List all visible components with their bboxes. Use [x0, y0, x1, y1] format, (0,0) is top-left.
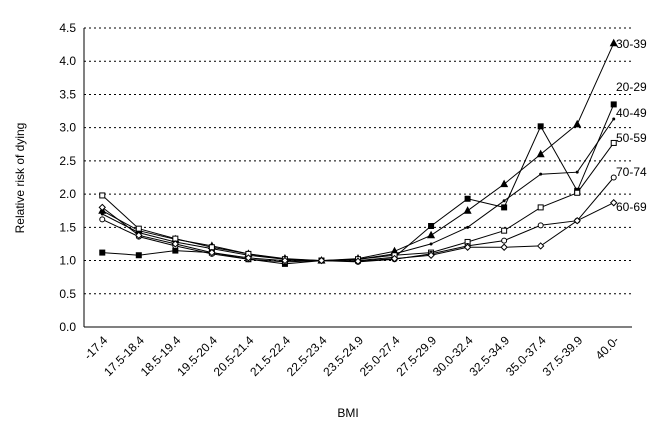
data-point: [539, 172, 543, 176]
y-tick-label: 1.5: [59, 220, 76, 234]
data-point: [281, 256, 289, 265]
y-tick-label: 4.5: [59, 21, 76, 35]
data-point: [98, 203, 106, 212]
data-point: [609, 38, 618, 47]
data-point: [537, 222, 544, 229]
data-point: [99, 216, 106, 223]
series-labels: 30-39 20-29 40-49 50-59 70-74 60-69: [616, 37, 647, 214]
data-point: [575, 170, 579, 174]
y-tick-label: 2.0: [59, 187, 76, 201]
data-point: [500, 179, 509, 188]
y-tick-label: 4.0: [59, 54, 76, 68]
data-point: [427, 251, 435, 259]
data-point: [99, 249, 106, 256]
data-point: [573, 119, 582, 128]
data-point: [354, 257, 362, 265]
data-point: [537, 204, 544, 211]
series-label: 50-59: [616, 131, 647, 145]
x-tick-labels: -17.417.5-18.418.5-19.419.5-20.420.5-21.…: [81, 333, 622, 379]
x-tick-label: 37.5-39.9: [540, 333, 586, 379]
data-point: [536, 149, 545, 158]
data-point: [390, 254, 399, 263]
data-point: [171, 240, 180, 248]
data-point: [427, 230, 436, 239]
y-tick-label: 2.5: [59, 154, 76, 168]
series-50-59: [99, 139, 617, 264]
data-point: [610, 139, 617, 146]
y-tick-label: 3.5: [59, 87, 76, 101]
data-point: [573, 216, 581, 225]
data-point: [463, 243, 472, 251]
x-axis-title: BMI: [337, 406, 358, 420]
data-point: [135, 252, 142, 259]
y-tick-label: 0.0: [59, 320, 76, 334]
data-point: [135, 231, 143, 240]
data-point: [500, 243, 508, 251]
axes: [83, 28, 632, 328]
data-point: [466, 225, 470, 229]
data-point: [501, 227, 508, 234]
data-point: [429, 242, 433, 246]
gridlines: [84, 27, 632, 295]
data-point: [463, 206, 472, 214]
data-point: [537, 123, 544, 130]
data-point: [99, 192, 106, 199]
series-label: 20-29: [616, 80, 647, 94]
x-tick-label: -17.4: [81, 333, 110, 362]
series-line: [102, 43, 615, 262]
series-label: 40-49: [616, 106, 647, 120]
data-point: [501, 204, 508, 211]
data-point: [610, 174, 617, 181]
series: [98, 38, 618, 267]
data-point: [317, 256, 326, 265]
data-point: [536, 242, 545, 250]
data-point: [574, 189, 581, 196]
series-30-39: [98, 38, 618, 264]
y-tick-labels: 0.0 0.5 1.0 1.5 2.0 2.5 3.0 3.5 4.0 4.5: [59, 21, 76, 334]
series-label: 60-69: [616, 200, 647, 214]
y-tick-label: 0.5: [59, 287, 76, 301]
data-point: [244, 254, 253, 262]
x-tick-label: 40.0-: [593, 333, 622, 362]
data-point: [610, 199, 618, 207]
data-point: [501, 237, 508, 244]
series-line: [102, 177, 615, 263]
data-point: [464, 195, 471, 202]
y-axis-title: Relative risk of dying: [13, 123, 27, 234]
series-60-69: [98, 199, 618, 265]
series-label: 70-74: [616, 165, 647, 179]
data-point: [135, 225, 142, 232]
data-point: [610, 101, 617, 108]
data-point: [100, 212, 104, 216]
data-point: [502, 199, 506, 203]
data-point: [612, 117, 616, 121]
data-point: [428, 223, 435, 230]
y-tick-label: 1.0: [59, 254, 76, 268]
series-line: [101, 202, 614, 262]
series-label: 30-39: [616, 37, 647, 51]
data-point: [208, 248, 216, 257]
y-tick-label: 3.0: [59, 121, 76, 135]
